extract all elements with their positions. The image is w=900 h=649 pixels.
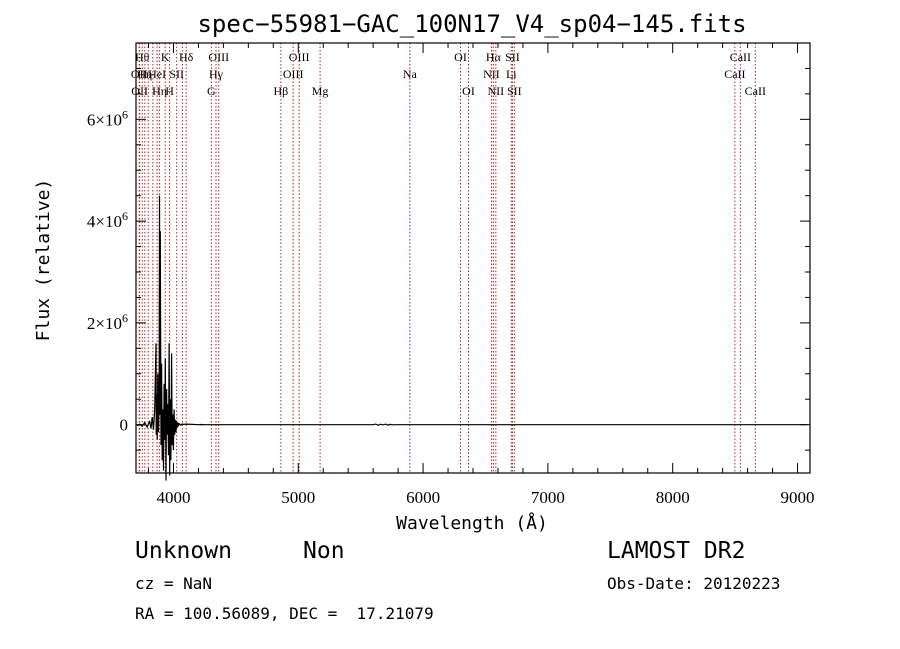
line-label: CaII (745, 84, 766, 98)
line-label: CaII (724, 67, 745, 81)
line-label: Na (403, 67, 418, 81)
line-label: Li (506, 67, 517, 81)
line-label: Hα (486, 50, 502, 64)
line-label: Hδ (179, 50, 194, 64)
survey-name: LAMOST DR2 (607, 538, 746, 564)
line-label: NII (488, 84, 505, 98)
line-label: OI (462, 84, 475, 98)
line-label: OI (454, 50, 467, 64)
object-subclass: Non (303, 538, 345, 564)
x-axis-label: Wavelength (Å) (396, 512, 548, 534)
y-tick-label: 6×106 (87, 107, 128, 129)
line-label: OII (131, 84, 148, 98)
y-tick-exponent: 6 (122, 311, 128, 325)
chart-title: spec−55981−GAC_100N17_V4_sp04−145.fits (197, 10, 746, 38)
y-tick-exponent: 6 (122, 209, 128, 223)
spectrum-series (136, 195, 808, 481)
y-tick-base: 2×10 (87, 314, 122, 333)
line-label: OIII (208, 50, 229, 64)
line-label: NII (483, 67, 500, 81)
y-tick-base: 0 (120, 416, 129, 435)
x-tick-label: 6000 (406, 488, 440, 507)
plot-frame (135, 42, 811, 474)
x-tick-label: 9000 (781, 488, 815, 507)
redshift-cz: cz = NaN (135, 574, 213, 593)
spectral-line-markers: OIIOIIHθHηHeIHηKHSIIHδGHγOIIIHβOIIIOIIIM… (131, 43, 766, 473)
x-tick-label: 7000 (531, 488, 565, 507)
y-tick-base: 4×10 (87, 212, 122, 231)
y-tick-base: 6×10 (87, 110, 122, 129)
y-tick-label: 0 (120, 416, 129, 435)
spectrum-line (136, 195, 808, 481)
line-label: SII (169, 67, 184, 81)
line-label: SII (505, 50, 520, 64)
line-label: K (161, 50, 170, 64)
line-label: OII (131, 67, 148, 81)
line-label: G (207, 84, 216, 98)
y-tick-label: 4×106 (87, 209, 128, 231)
observation-date: Obs-Date: 20120223 (607, 574, 781, 593)
line-label: OIII (283, 67, 304, 81)
object-class: Unknown (135, 538, 232, 564)
line-label: Mg (312, 84, 329, 98)
y-tick-exponent: 6 (122, 107, 128, 121)
x-tick-label: 5000 (281, 488, 315, 507)
line-label: Hη (152, 84, 167, 98)
line-label: Hβ (274, 84, 289, 98)
y-tick-label: 2×106 (87, 311, 128, 333)
line-label: CaII (730, 50, 751, 64)
line-label: Hη (137, 67, 152, 81)
y-axis-label: Flux (relative) (33, 179, 54, 342)
line-label: Hγ (209, 67, 224, 81)
ra-dec-coordinates: RA = 100.56089, DEC = 17.21079 (135, 604, 434, 623)
x-axis-ticks: 4000 5000 6000 7000 8000 9000 (147, 43, 815, 507)
x-tick-label: 8000 (656, 488, 690, 507)
plot-border (135, 42, 811, 474)
line-label: H (165, 84, 174, 98)
line-label: OIII (289, 50, 310, 64)
line-label: SII (507, 84, 522, 98)
line-label: HeI (148, 67, 166, 81)
line-label: Hθ (135, 50, 150, 64)
x-tick-label: 4000 (156, 488, 190, 507)
